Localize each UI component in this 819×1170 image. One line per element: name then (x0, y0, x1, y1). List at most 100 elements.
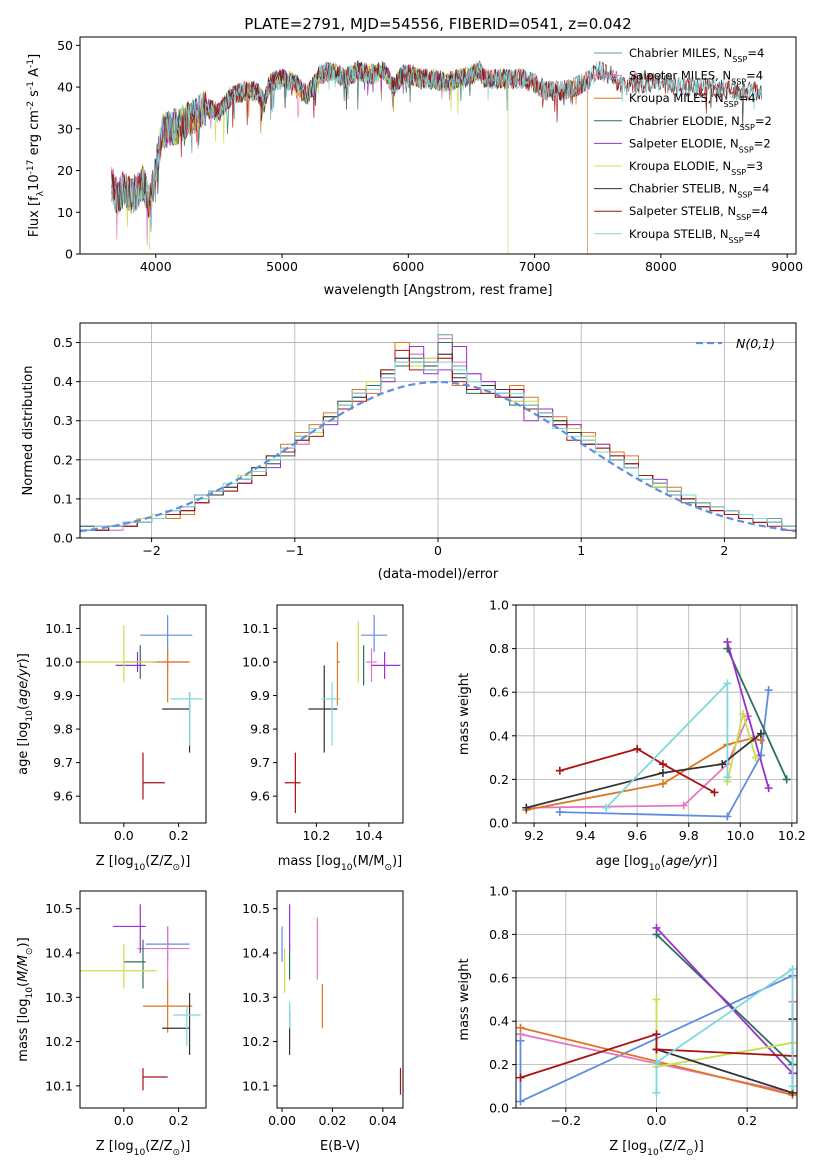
age-z-axes: 0.0 0.2 9.6 9.7 9.8 9.9 10.0 10.1 Z [log10(Z/Z⊙)… (16, 604, 207, 873)
weight-marker (723, 679, 732, 688)
axes-border (276, 604, 404, 824)
errorbar-point (142, 1068, 168, 1091)
x-tick-label: 0.04 (369, 1113, 397, 1128)
axes-border (79, 890, 207, 1109)
weight-marker (602, 803, 611, 812)
spectrum-line (111, 62, 588, 254)
axes-frame: 0.0 0.2 10.1 10.2 10.3 10.4 10.5 (45, 890, 207, 1128)
axes-frame: 0.0 0.2 9.6 9.7 9.8 9.9 10.0 10.1 (45, 604, 207, 843)
weight-marker (516, 1023, 525, 1032)
weight-marker (788, 965, 797, 974)
x-tick-label: 0.2 (737, 1113, 757, 1128)
weight-line (655, 967, 794, 1093)
weight-marker (652, 995, 661, 1004)
weight-line (526, 732, 762, 809)
y-tick-label: 0 (65, 247, 73, 262)
weight-line (559, 747, 715, 794)
axes-frame: 0.00 0.02 0.04 10.1 10.2 10.3 10.4 10.5 (242, 890, 404, 1128)
weight-marker (718, 760, 727, 769)
axes-border (276, 890, 404, 1109)
spectrum-axes: 4000 5000 6000 7000 8000 9000 0 10 20 30 40 50 wavel… (26, 36, 803, 298)
weight-marker (516, 1073, 525, 1082)
x-tick-label: 10.4 (355, 828, 383, 843)
weight-marker (782, 775, 791, 784)
legend-label: Kroupa ELODIE, NSSP=3 (629, 159, 763, 177)
plot-area (281, 904, 402, 1095)
weight-marker (723, 773, 732, 782)
y-tick-label: 0.8 (489, 927, 509, 942)
weight-z-axes: −0.2 0.0 0.2 0.0 0.2 0.4 0.6 0.8 1.0 Z [log10(Z/Z… (457, 884, 798, 1158)
x-tick-label: 10.2 (778, 828, 806, 843)
y-tick-label: 0.6 (489, 685, 509, 700)
x-axis-label: age [log10(age/yr)] (596, 854, 718, 873)
x-tick-label: 10.2 (302, 828, 330, 843)
x-tick-label: −1 (286, 543, 304, 558)
axes-frame: 10.2 10.4 9.6 9.7 9.8 9.9 10.0 10.1 (242, 604, 404, 843)
weight-marker (756, 729, 765, 738)
y-tick-label: 9.6 (53, 789, 73, 804)
x-tick-label: 0.00 (268, 1113, 296, 1128)
x-tick-label: 9.6 (627, 828, 647, 843)
y-tick-label: 0.0 (53, 531, 73, 546)
y-tick-label: 10.0 (242, 655, 270, 670)
x-tick-label: 6000 (392, 259, 424, 274)
y-tick-label: 0.4 (489, 1014, 509, 1029)
weight-marker (555, 808, 564, 817)
y-tick-label: 9.6 (250, 789, 270, 804)
residual-axes: −2 −1 0 1 2 0.0 0.1 0.2 0.3 0.4 0.5 (data-model)/er… (21, 322, 797, 582)
errorbar-point (123, 939, 146, 989)
plot-area (80, 615, 204, 800)
y-tick-label: 9.8 (53, 722, 73, 737)
spectrum-line (111, 61, 592, 246)
plot-area (111, 59, 763, 254)
y-tick-label: 9.8 (250, 722, 270, 737)
x-tick-label: 1 (577, 543, 585, 558)
y-tick-label: 10.0 (45, 655, 73, 670)
axes-border (79, 604, 207, 824)
y-axis-label: mass weight (457, 958, 472, 1040)
errorbar-point (140, 655, 190, 673)
x-axis-label: Z [log10(Z/Z⊙)] (609, 1139, 704, 1158)
weight-marker (764, 784, 773, 793)
x-tick-label: 7000 (519, 259, 551, 274)
legend: Chabrier MILES, NSSP=4 Salpeter MILES, NS… (594, 46, 772, 244)
spectrum-line (111, 60, 763, 219)
errorbar-point (162, 692, 191, 753)
x-tick-label: 4000 (140, 259, 172, 274)
x-axis-label: wavelength [Angstrom, rest frame] (324, 283, 553, 298)
errorbar-point (170, 692, 204, 746)
x-tick-label: 9.4 (576, 828, 596, 843)
y-tick-label: 1.0 (489, 884, 509, 899)
x-axis-label: E(B-V) (320, 1139, 360, 1154)
errorbar-point (140, 615, 193, 652)
weight-marker (710, 788, 719, 797)
x-tick-label: 2 (720, 543, 728, 558)
weight-marker (652, 1030, 661, 1039)
legend-label: Chabrier MILES, NSSP=4 (629, 46, 764, 64)
y-tick-label: 10.5 (242, 901, 270, 916)
y-tick-label: 10.2 (45, 1034, 73, 1049)
x-tick-label: 0.2 (169, 1113, 189, 1128)
spectrum-line (111, 60, 763, 215)
plot-area (80, 334, 796, 538)
errorbar-point (321, 682, 340, 746)
y-tick-label: 10.1 (242, 621, 270, 636)
y-axis-label: mass weight (457, 673, 472, 755)
mass-z-axes: 0.0 0.2 10.1 10.2 10.3 10.4 10.5 Z [log10(Z/Z⊙)… (16, 890, 207, 1158)
errorbar-point (336, 641, 340, 706)
y-tick-label: 0.8 (489, 641, 509, 656)
y-tick-label: 0.1 (53, 491, 73, 506)
weight-marker (652, 1058, 661, 1067)
y-axis-label: age [log10(age/yr)] (16, 653, 35, 775)
legend-label: Salpeter ELODIE, NSSP=2 (629, 136, 771, 154)
weight-marker (652, 923, 661, 932)
y-tick-label: 50 (57, 38, 73, 53)
axes-border (79, 36, 797, 255)
weight-marker (658, 768, 667, 777)
y-tick-label: 10.3 (45, 990, 73, 1005)
x-tick-label: 0.02 (319, 1113, 347, 1128)
spectrum-line (111, 59, 592, 233)
weight-marker (633, 744, 642, 753)
y-tick-label: 10.4 (45, 946, 73, 961)
y-tick-label: 10.1 (45, 621, 73, 636)
